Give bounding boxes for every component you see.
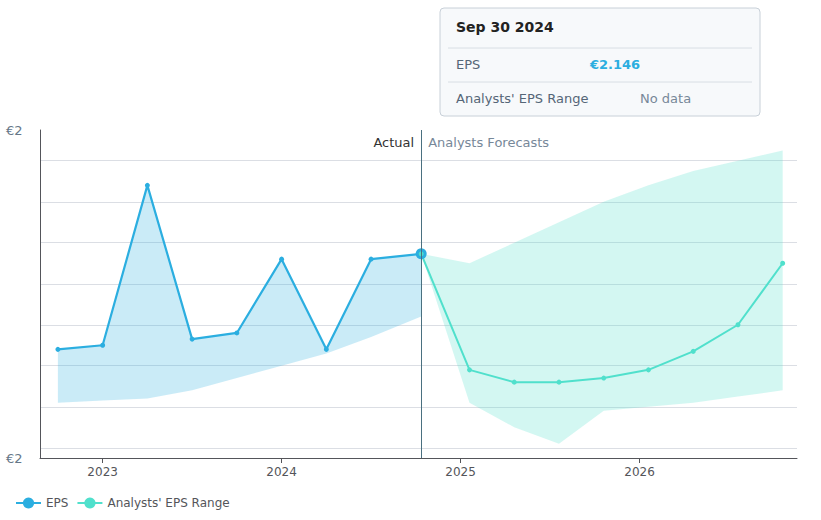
svg-text:€2: €2 — [6, 123, 23, 138]
svg-text:2024: 2024 — [266, 465, 297, 479]
svg-text:Sep 30 2024: Sep 30 2024 — [456, 19, 554, 35]
svg-text:€2.146: €2.146 — [589, 57, 640, 72]
svg-text:EPS: EPS — [46, 496, 68, 510]
svg-text:Analysts' EPS Range: Analysts' EPS Range — [107, 496, 229, 510]
svg-text:EPS: EPS — [456, 57, 480, 72]
svg-text:2023: 2023 — [87, 465, 118, 479]
svg-text:€2: €2 — [6, 451, 23, 466]
svg-text:Actual: Actual — [373, 135, 414, 150]
svg-text:No data: No data — [640, 91, 691, 106]
svg-text:2026: 2026 — [624, 465, 655, 479]
svg-text:2025: 2025 — [445, 465, 476, 479]
svg-text:Analysts' EPS Range: Analysts' EPS Range — [456, 91, 588, 106]
svg-text:Analysts Forecasts: Analysts Forecasts — [428, 135, 549, 150]
